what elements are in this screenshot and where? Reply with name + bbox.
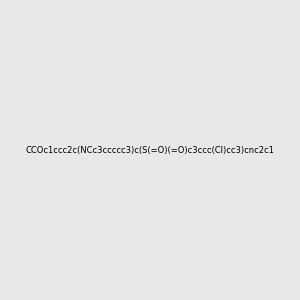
Text: CCOc1ccc2c(NCc3ccccc3)c(S(=O)(=O)c3ccc(Cl)cc3)cnc2c1: CCOc1ccc2c(NCc3ccccc3)c(S(=O)(=O)c3ccc(C…	[26, 146, 275, 154]
